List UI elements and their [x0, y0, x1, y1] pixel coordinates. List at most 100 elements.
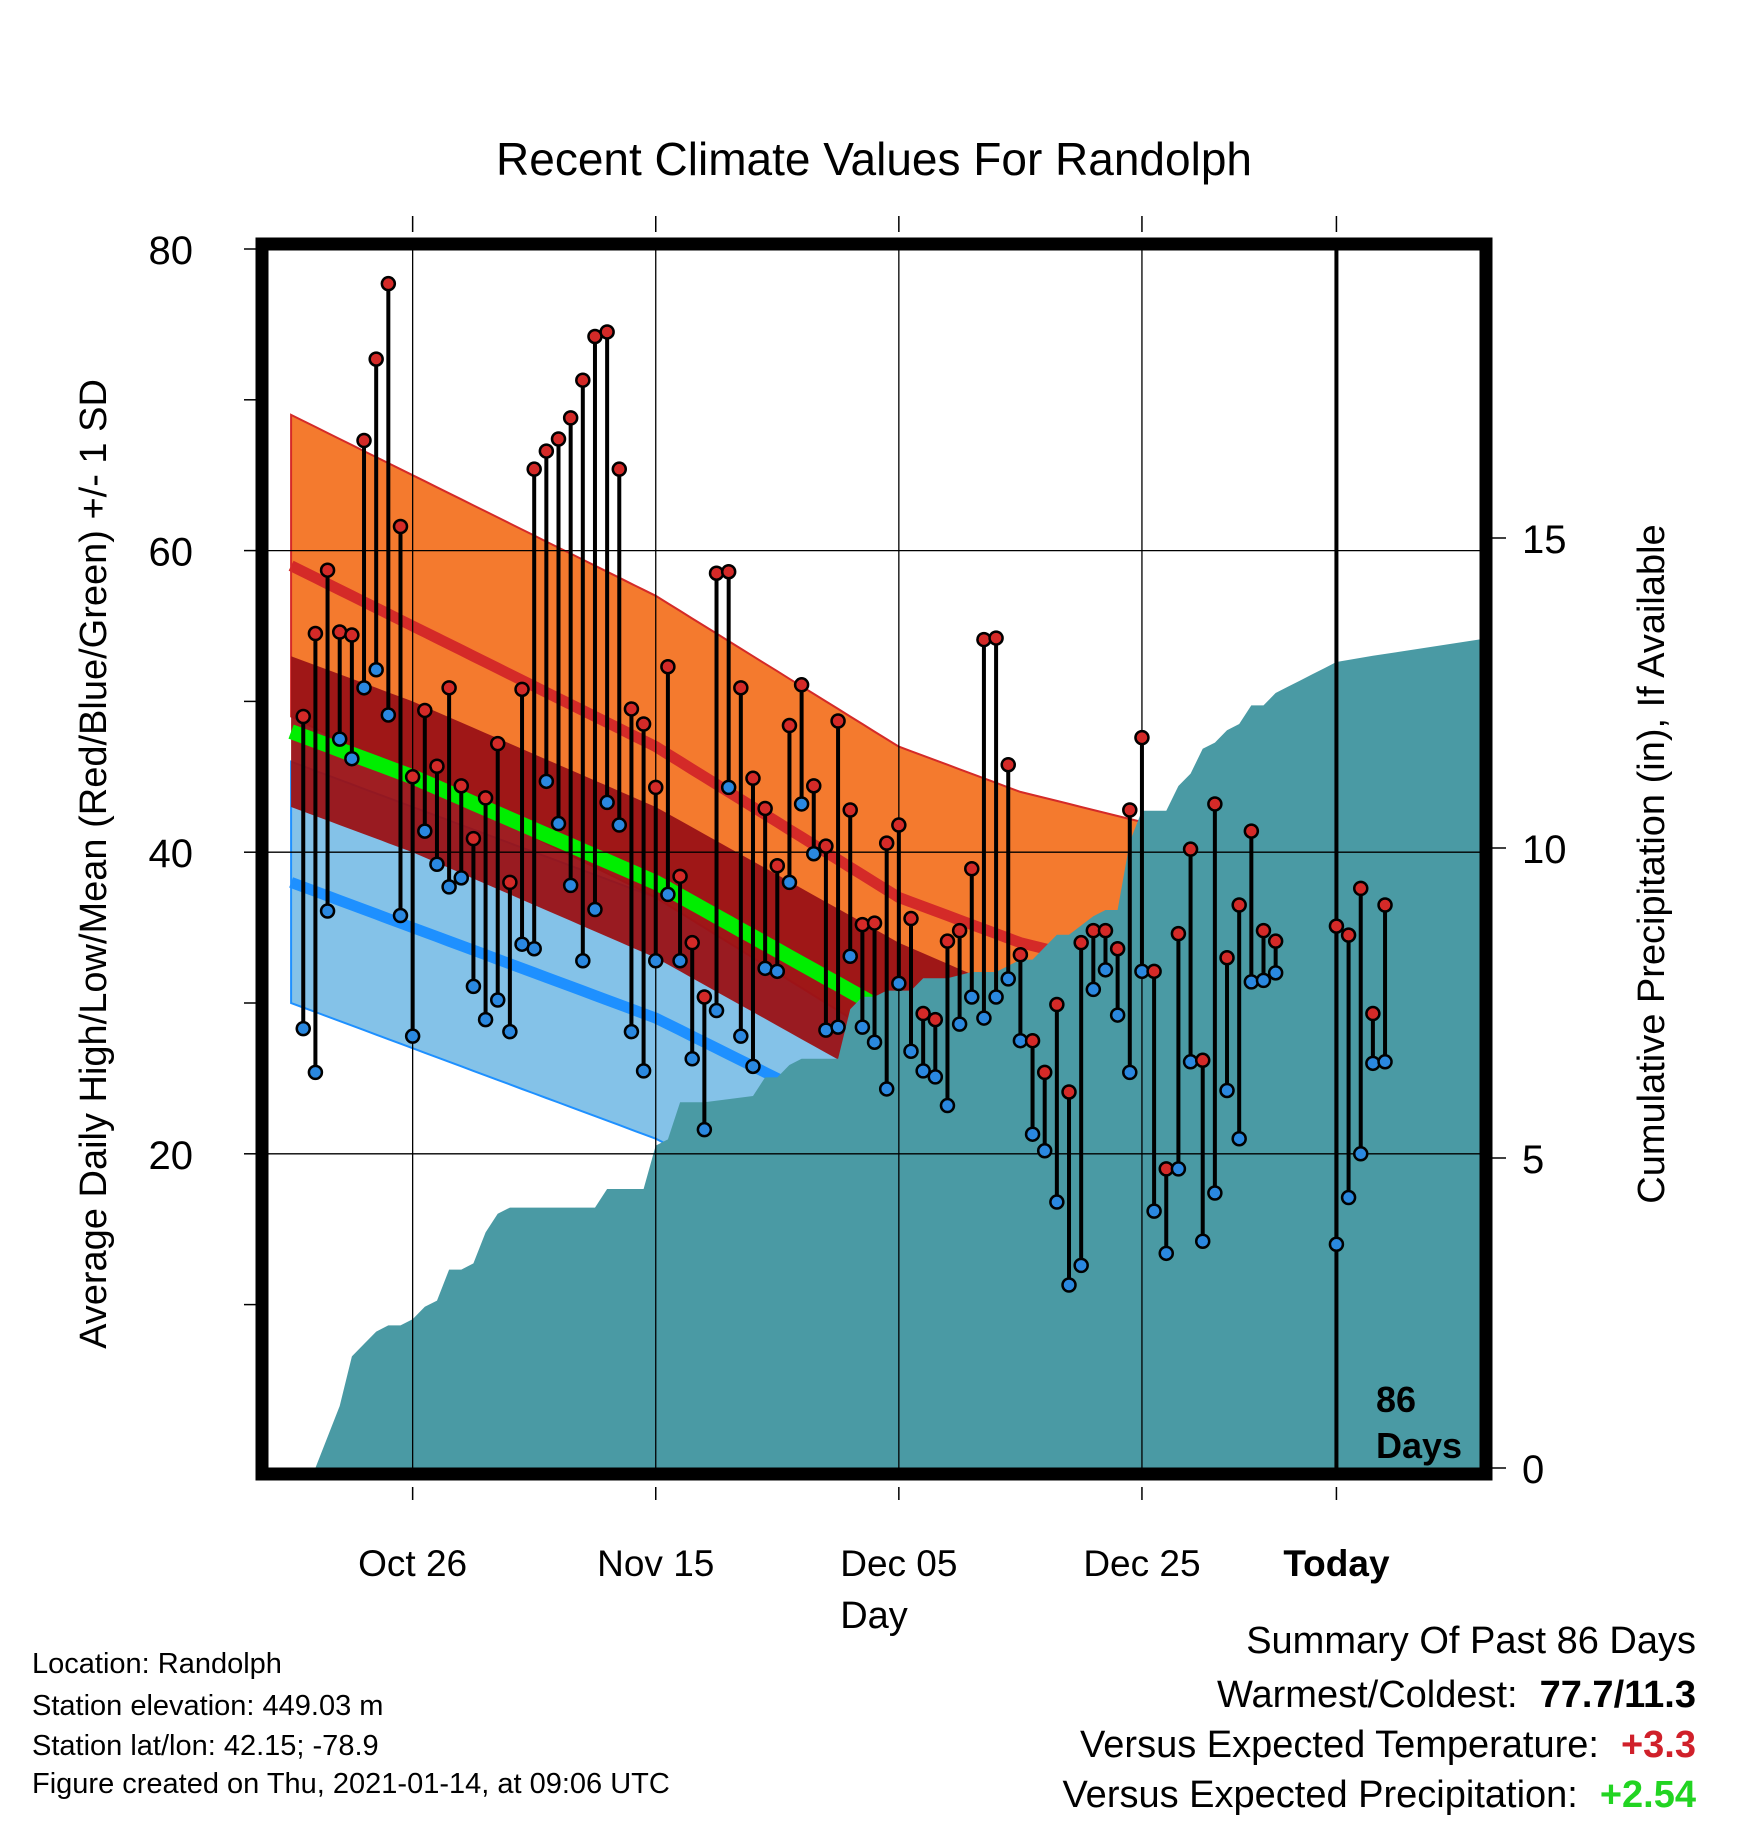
daily-high-point [1170, 925, 1187, 942]
daily-low-point [562, 877, 579, 894]
daily-high-point [915, 1005, 931, 1022]
daily-high-point [745, 770, 761, 787]
summary-warmest-row: Warmest/Coldest: 77.7/11.3 [1217, 1676, 1696, 1714]
daily-observation [842, 802, 858, 965]
daily-high-point [1194, 1052, 1211, 1069]
daily-high-point [660, 658, 676, 675]
daily-observation [550, 431, 567, 832]
daily-observation [489, 735, 506, 1008]
daily-observation [1377, 897, 1393, 1070]
daily-high-point [1207, 796, 1223, 812]
daily-low-point [587, 901, 603, 918]
daily-low-point [453, 870, 470, 886]
chart-title: Recent Climate Values For Randolph [496, 133, 1252, 185]
daily-low-point [1061, 1277, 1077, 1293]
today-days-count: 86 [1376, 1379, 1416, 1420]
daily-high-point [927, 1011, 944, 1028]
daily-observation [575, 372, 591, 969]
daily-observation [331, 624, 348, 747]
daily-high-point [733, 680, 749, 696]
daily-high-point [429, 758, 445, 774]
daily-observation [502, 874, 518, 1040]
daily-low-point [1377, 1054, 1393, 1070]
daily-observation [611, 461, 628, 833]
daily-low-point [757, 960, 773, 977]
daily-high-point [331, 624, 348, 640]
daily-high-point [647, 779, 664, 796]
daily-low-point [599, 794, 615, 811]
daily-observation [1352, 880, 1369, 1162]
daily-observation [1061, 1084, 1077, 1293]
daily-observation [939, 933, 956, 1114]
y-right-tick-label: 5 [1522, 1138, 1544, 1182]
daily-high-point [356, 432, 372, 449]
x-tick-label: Nov 15 [597, 1543, 714, 1584]
summary-title-text: Summary Of Past 86 Days [1246, 1620, 1696, 1662]
daily-observation [1170, 925, 1187, 1177]
plot-frame [255, 237, 1493, 1481]
daily-observation [1328, 918, 1345, 1253]
daily-high-point [964, 861, 980, 877]
daily-low-point [404, 1028, 421, 1044]
daily-low-point [380, 707, 397, 723]
daily-observation [1340, 927, 1357, 1206]
daily-low-point [939, 1097, 956, 1114]
daily-observation [988, 630, 1004, 1005]
daily-high-point [793, 677, 810, 693]
daily-high-point [453, 778, 470, 794]
temp-value: +3.3 [1620, 1724, 1696, 1766]
y-right-tick-label: 15 [1522, 518, 1567, 562]
daily-low-point [538, 773, 555, 790]
daily-high-point [599, 324, 615, 340]
daily-high-point [295, 708, 311, 725]
daily-observation [1365, 1005, 1381, 1072]
daily-low-point [489, 992, 506, 1008]
daily-observation [417, 702, 433, 839]
summary-precip-row: Versus Expected Precipitation: +2.54 [1062, 1776, 1696, 1814]
daily-high-point [635, 716, 652, 732]
daily-high-point [818, 838, 834, 854]
daily-low-point [1328, 1236, 1345, 1253]
daily-high-point [1243, 823, 1260, 839]
daily-high-point [465, 830, 482, 847]
figure-created: Figure created on Thu, 2021-01-14, at 09… [32, 1768, 670, 1800]
daily-high-point [720, 563, 737, 580]
daily-low-point [915, 1063, 931, 1079]
warmest-value: 77.7/11.3 [1539, 1674, 1696, 1716]
daily-low-point [684, 1051, 700, 1067]
daily-observation [1109, 940, 1126, 1023]
daily-low-point [903, 1043, 919, 1060]
daily-low-point [696, 1121, 713, 1138]
y-left-tick-label: 40 [149, 832, 194, 876]
daily-high-point [951, 922, 968, 939]
daily-observation [1097, 922, 1114, 978]
daily-high-point [891, 817, 907, 833]
daily-observation [745, 770, 761, 1075]
daily-low-point [854, 1019, 871, 1035]
daily-high-point [696, 989, 713, 1005]
daily-observation [1267, 933, 1284, 981]
daily-observation [538, 443, 555, 790]
daily-high-point [866, 915, 883, 931]
daily-observation [1158, 1161, 1175, 1262]
daily-high-point [404, 769, 421, 785]
daily-observation [635, 716, 652, 1079]
daily-low-point [1146, 1203, 1162, 1219]
daily-low-point [660, 886, 676, 903]
daily-high-point [392, 518, 409, 535]
daily-high-point [1061, 1084, 1077, 1100]
summary-temp-row: Versus Expected Temperature: +3.3 [1080, 1726, 1696, 1764]
daily-high-point [489, 735, 506, 752]
daily-low-point [866, 1034, 883, 1050]
daily-observation [1146, 963, 1162, 1219]
daily-low-point [465, 978, 482, 995]
daily-observation [976, 631, 992, 1026]
daily-low-point [1365, 1055, 1381, 1072]
daily-high-point [1219, 950, 1235, 966]
daily-low-point [295, 1020, 311, 1037]
daily-high-point [806, 778, 822, 794]
daily-observation [1219, 950, 1235, 1099]
daily-observation [708, 565, 725, 1019]
daily-high-point [842, 802, 858, 818]
daily-low-point [417, 823, 433, 839]
